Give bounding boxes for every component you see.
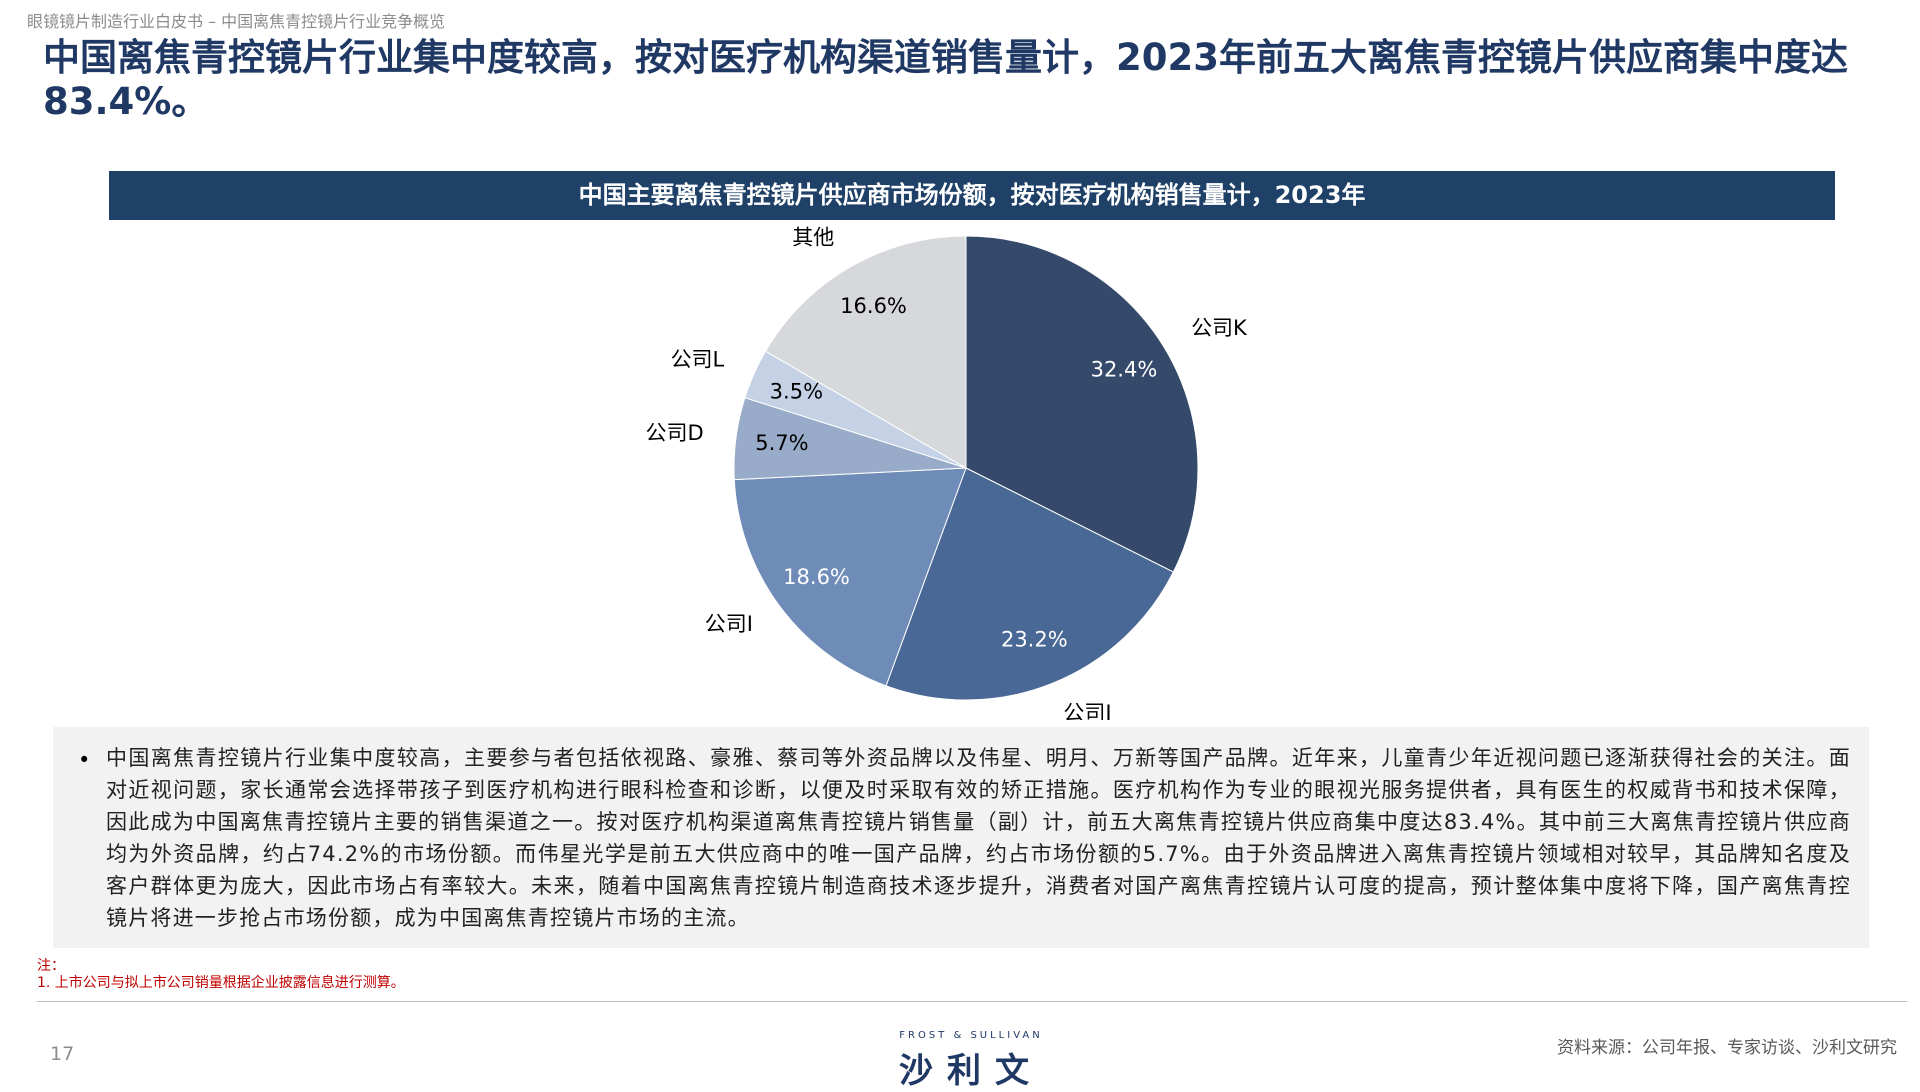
slice-category-label: 公司K: [1191, 316, 1248, 340]
slice-value-label: 3.5%: [770, 380, 823, 404]
pie-slice: [733, 467, 967, 687]
pie-slice: [965, 235, 1199, 573]
page-number: 17: [50, 1043, 75, 1065]
slice-value-label: 23.2%: [1001, 628, 1068, 652]
logo: 沙利文: [899, 1051, 1043, 1091]
slice-category-label: 公司D: [646, 421, 704, 445]
body-text: 中国离焦青控镜片行业集中度较高，主要参与者包括依视路、豪雅、蔡司等外资品牌以及伟…: [106, 746, 1851, 930]
breadcrumb: 眼镜镜片制造行业白皮书 – 中国离焦青控镜片行业竞争概览: [27, 12, 446, 31]
slice-value-label: 32.4%: [1091, 358, 1158, 382]
slice-value-label: 16.6%: [840, 294, 907, 318]
footer-rule: [37, 1001, 1907, 1002]
note: 1. 上市公司与拟上市公司销量根据企业披露信息进行测算。: [37, 975, 405, 991]
slice-category-label: 公司I: [705, 612, 753, 636]
chart: 32.4% 公司K 23.2% 公司J 18.6% 公司I 5.7% 公司D 3.5% 公司L 16…: [646, 226, 1249, 720]
logo-caption: FROST & SULLIVAN: [899, 1030, 1043, 1041]
slice-category-label: 其他: [792, 226, 834, 250]
slice-category-label: 公司L: [671, 348, 725, 372]
bullet-dot: •: [78, 748, 91, 772]
slice-category-label: 公司J: [1063, 701, 1111, 720]
pie-slice: [885, 467, 1175, 701]
slice-value-label: 5.7%: [755, 431, 808, 455]
chart-title: 中国主要离焦青控镜片供应商市场份额，按对医疗机构销售量计，2023年: [109, 171, 1835, 220]
note-label: 注：: [37, 958, 65, 974]
source: 资料来源：公司年报、专家访谈、沙利文研究: [1557, 1038, 1897, 1058]
page-title: 中国离焦青控镜片行业集中度较高，按对医疗机构渠道销售量计，2023年前五大离焦青…: [43, 36, 1848, 123]
slice-value-label: 18.6%: [783, 565, 850, 589]
pie-slice: [764, 235, 967, 469]
text-box: [53, 727, 1869, 948]
